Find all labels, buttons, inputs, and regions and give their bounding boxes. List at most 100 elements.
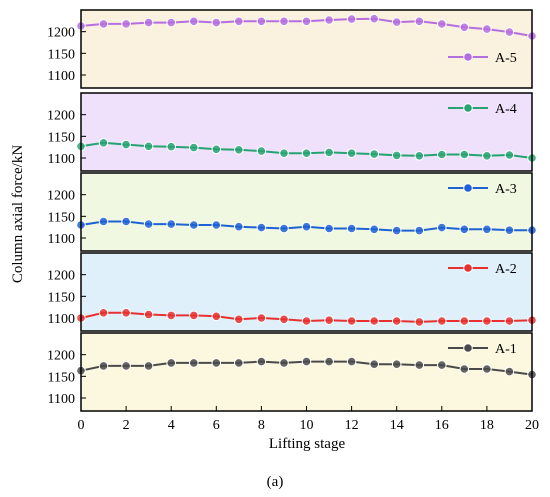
data-point	[143, 361, 154, 371]
data-point	[437, 222, 447, 233]
panel-frame	[80, 9, 533, 89]
data-point	[369, 359, 380, 370]
data-point	[98, 361, 109, 371]
data-point	[256, 16, 267, 27]
data-point	[324, 315, 334, 326]
data-point	[414, 16, 425, 27]
y-tick-label: 1150	[48, 210, 75, 225]
data-point	[166, 310, 176, 321]
data-point	[256, 313, 267, 323]
data-point	[459, 364, 470, 374]
data-point	[459, 149, 470, 160]
data-point	[98, 138, 109, 148]
data-point	[391, 316, 402, 326]
legend-marker	[463, 52, 473, 62]
data-point	[279, 358, 289, 368]
data-point	[459, 22, 470, 33]
data-point	[189, 16, 199, 27]
data-point	[166, 358, 176, 368]
data-point	[369, 149, 380, 159]
x-tick-label: 6	[213, 418, 220, 433]
data-point	[211, 311, 222, 322]
data-point	[324, 15, 334, 25]
data-point	[324, 223, 334, 234]
y-tick-label: 1100	[48, 152, 75, 167]
data-point	[414, 360, 425, 370]
data-point	[234, 314, 244, 325]
panels: 1100 1150 1200 A-5 1100 1150 1200 A-4 1100 1150 12…	[47, 9, 537, 412]
data-point	[346, 14, 357, 24]
panel-a-1: 1100 1150 1200 A-1	[47, 332, 537, 412]
data-point	[256, 146, 267, 156]
data-point	[482, 364, 492, 374]
legend-label: A-4	[495, 102, 517, 117]
legend-marker	[463, 183, 473, 193]
data-point	[211, 17, 222, 28]
data-point	[211, 358, 222, 368]
data-point	[189, 358, 199, 368]
data-point	[143, 219, 154, 229]
data-point	[166, 17, 176, 28]
data-point	[414, 151, 425, 161]
x-tick-label: 18	[480, 418, 494, 433]
data-point	[324, 356, 334, 367]
data-point	[391, 359, 402, 370]
data-point	[166, 219, 176, 229]
data-point	[369, 316, 380, 326]
panel-frame	[80, 92, 533, 172]
data-point	[504, 27, 515, 37]
panel-a-4: 1100 1150 1200 A-4	[47, 92, 537, 172]
data-point	[346, 316, 357, 326]
panel-background	[81, 173, 532, 251]
y-tick-label: 1200	[47, 349, 75, 364]
data-point	[279, 314, 289, 325]
data-point	[482, 224, 492, 235]
y-tick-label: 1150	[48, 290, 75, 305]
data-point	[234, 221, 244, 232]
data-point	[143, 309, 154, 320]
data-point	[143, 141, 154, 152]
panel-background	[81, 333, 532, 411]
data-point	[504, 225, 515, 235]
data-point	[279, 16, 289, 27]
panel-frame	[80, 252, 533, 332]
y-tick-label: 1150	[48, 370, 75, 385]
x-tick-label: 8	[258, 418, 265, 433]
data-point	[166, 141, 176, 152]
data-point	[256, 356, 267, 367]
data-point	[211, 144, 222, 155]
y-tick-label: 1200	[47, 269, 75, 284]
data-point	[121, 139, 131, 150]
data-point	[279, 223, 289, 234]
data-point	[391, 150, 402, 161]
legend-label: A-3	[495, 182, 517, 197]
data-point	[279, 148, 289, 158]
data-point	[482, 316, 492, 326]
data-point	[301, 16, 312, 27]
panel-background	[81, 93, 532, 171]
y-tick-label: 1200	[47, 189, 75, 204]
data-point	[189, 142, 199, 153]
data-point	[98, 308, 109, 318]
x-tick-label: 10	[300, 418, 314, 433]
x-tick-label: 12	[345, 418, 359, 433]
data-point	[346, 148, 357, 158]
data-point	[98, 216, 109, 227]
legend-marker	[463, 343, 473, 353]
data-point	[346, 223, 357, 234]
data-point	[301, 316, 312, 326]
data-point	[234, 145, 244, 155]
data-point	[121, 216, 131, 227]
data-point	[504, 316, 515, 326]
data-point	[482, 151, 492, 161]
data-point	[459, 224, 470, 235]
legend-label: A-1	[495, 342, 517, 357]
y-tick-label: 1100	[48, 312, 75, 327]
data-point	[301, 356, 312, 367]
panel-a-3: 1100 1150 1200 A-3	[47, 172, 537, 252]
data-point	[482, 24, 492, 34]
data-point	[391, 225, 402, 236]
y-tick-label: 1150	[48, 47, 75, 62]
panel-a-2: 1100 1150 1200 A-2	[47, 252, 537, 332]
